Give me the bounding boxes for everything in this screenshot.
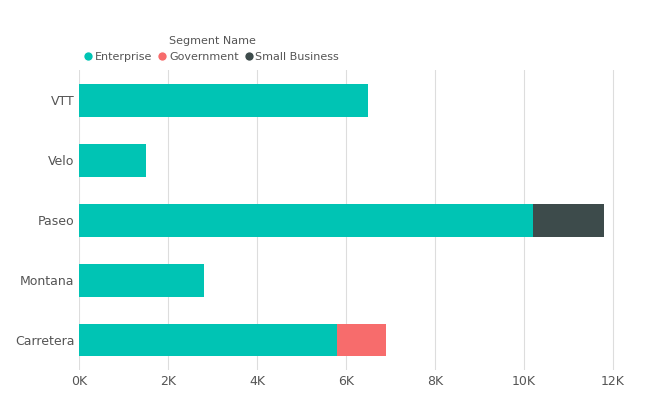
Bar xyxy=(79,143,146,177)
Bar xyxy=(533,204,604,237)
Legend: Enterprise, Government, Small Business: Enterprise, Government, Small Business xyxy=(85,36,339,62)
Bar xyxy=(79,83,369,116)
Bar xyxy=(79,204,533,237)
Bar xyxy=(79,264,204,297)
Bar xyxy=(79,324,337,357)
Bar xyxy=(337,324,386,357)
